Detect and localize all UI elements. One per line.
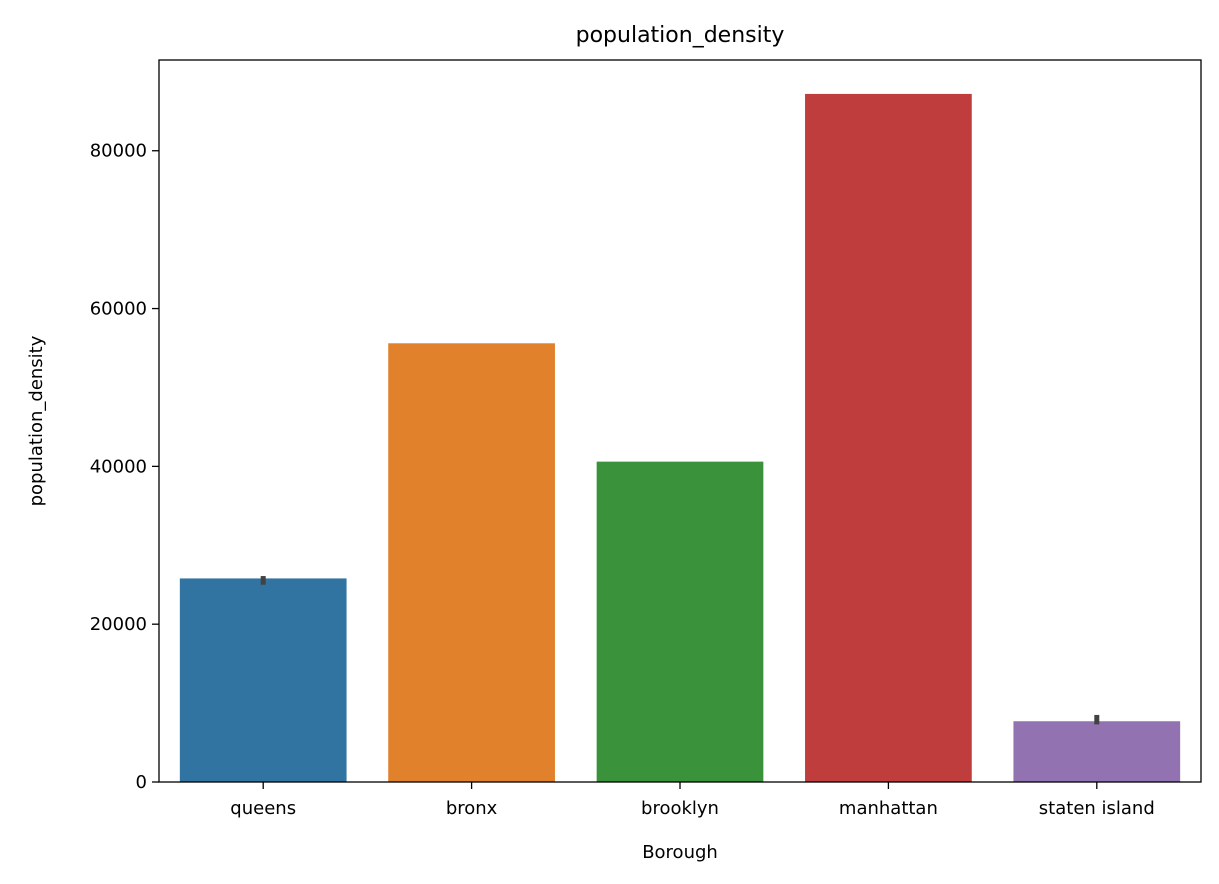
x-tick-label: queens xyxy=(230,798,296,819)
y-tick-label: 40000 xyxy=(90,456,147,477)
y-tick-label: 20000 xyxy=(90,614,147,635)
y-axis: 0 20000 40000 60000 80000 xyxy=(90,141,159,793)
y-tick-label: 80000 xyxy=(90,141,147,162)
x-tick-label: brooklyn xyxy=(641,798,719,819)
x-axis-label: Borough xyxy=(642,842,718,863)
y-tick-label: 60000 xyxy=(90,299,147,320)
x-tick-label: manhattan xyxy=(839,798,938,819)
chart-title: population_density xyxy=(576,23,785,48)
bar-staten-island xyxy=(1013,721,1181,782)
bar-manhattan xyxy=(805,93,972,782)
error-bars-layer xyxy=(260,576,1100,725)
x-axis: queens bronx brooklyn manhattan staten islan… xyxy=(230,782,1155,819)
bar-bronx xyxy=(388,343,555,782)
x-tick-label: staten island xyxy=(1039,798,1155,819)
y-tick-label: 0 xyxy=(136,772,147,793)
x-tick-label: bronx xyxy=(446,798,498,819)
bar-brooklyn xyxy=(596,461,764,782)
y-axis-label: population_density xyxy=(26,335,47,506)
bars-layer xyxy=(179,93,1181,782)
bar-queens xyxy=(179,578,347,782)
